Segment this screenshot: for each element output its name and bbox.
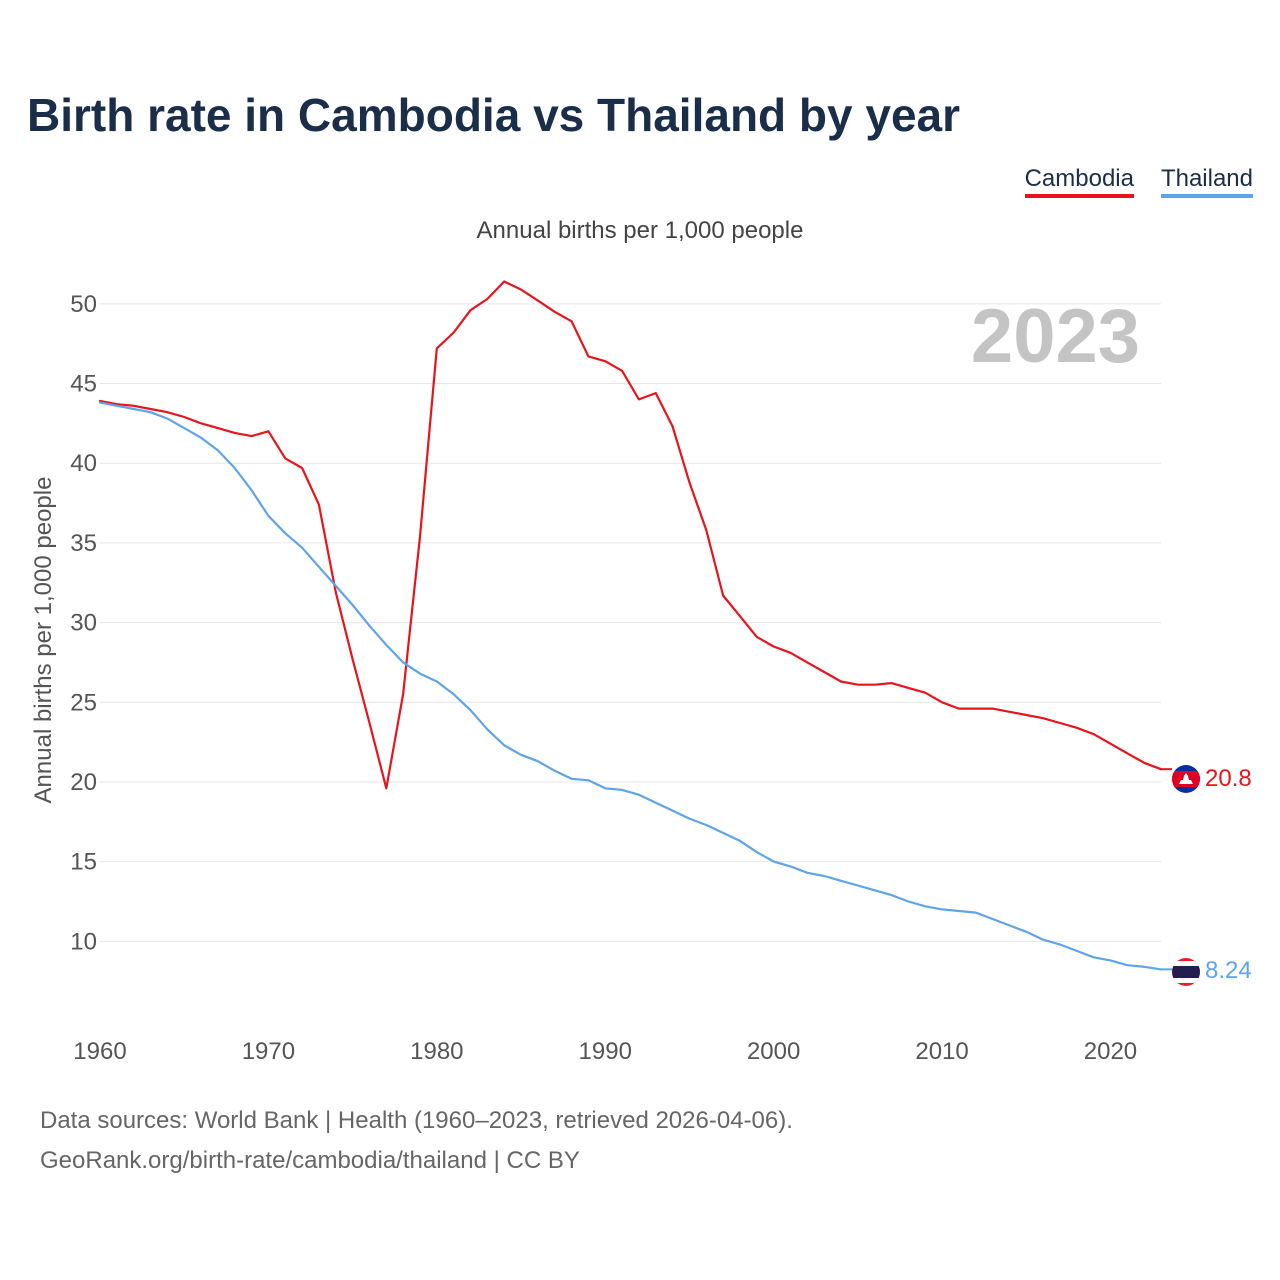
page-title: Birth rate in Cambodia vs Thailand by ye… [27,89,961,141]
grid-lines [100,303,1161,942]
y-tick-label: 35 [70,530,97,557]
y-tick-label: 30 [70,610,97,637]
y-tick-label: 20 [70,769,97,796]
x-tick-label: 1970 [242,1038,295,1065]
end-value-label-thailand: 8.24 [1205,957,1252,984]
series-lines [98,280,1172,971]
x-tick-label: 1990 [579,1038,632,1065]
y-tick-label: 40 [70,450,97,477]
x-tick-label: 2020 [1084,1038,1137,1065]
y-axis-title: Annual births per 1,000 people [30,477,57,804]
x-tick-label: 2000 [747,1038,800,1065]
cambodia-flag-icon [1172,765,1200,793]
y-tick-label: 25 [70,689,97,716]
x-tick-label: 1960 [73,1038,126,1065]
footer-link[interactable]: GeoRank.org/birth-rate/cambodia/thailand… [40,1147,580,1174]
thailand-flag-icon [1172,958,1200,986]
chart-subtitle: Annual births per 1,000 people [476,217,804,244]
x-tick-label: 2010 [915,1038,968,1065]
y-tick-label: 10 [70,928,97,955]
year-watermark: 2023 [971,294,1140,379]
y-tick-label: 15 [70,849,97,876]
legend-item-thailand[interactable]: Thailand [1160,165,1253,198]
end-value-label-cambodia: 20.8 [1205,765,1252,792]
y-tick-label: 50 [70,291,97,318]
end-markers: 20.8 8.24 [1172,765,1252,986]
series-line-cambodia[interactable] [98,280,1163,790]
y-tick-label: 45 [70,371,97,398]
legend-item-cambodia[interactable]: Cambodia [1024,165,1134,198]
footer-source: Data sources: World Bank | Health (1960–… [40,1107,793,1134]
axis-labels: 10 15 20 25 30 35 40 45 50 1960 1970 1980 1990 2000 20… [70,291,1137,1065]
x-tick-label: 1980 [410,1038,463,1065]
line-chart: 10 15 20 25 30 35 40 45 50 1960 1970 1980 1990 2000 20… [30,280,1252,1065]
series-line-thailand[interactable] [98,401,1163,971]
